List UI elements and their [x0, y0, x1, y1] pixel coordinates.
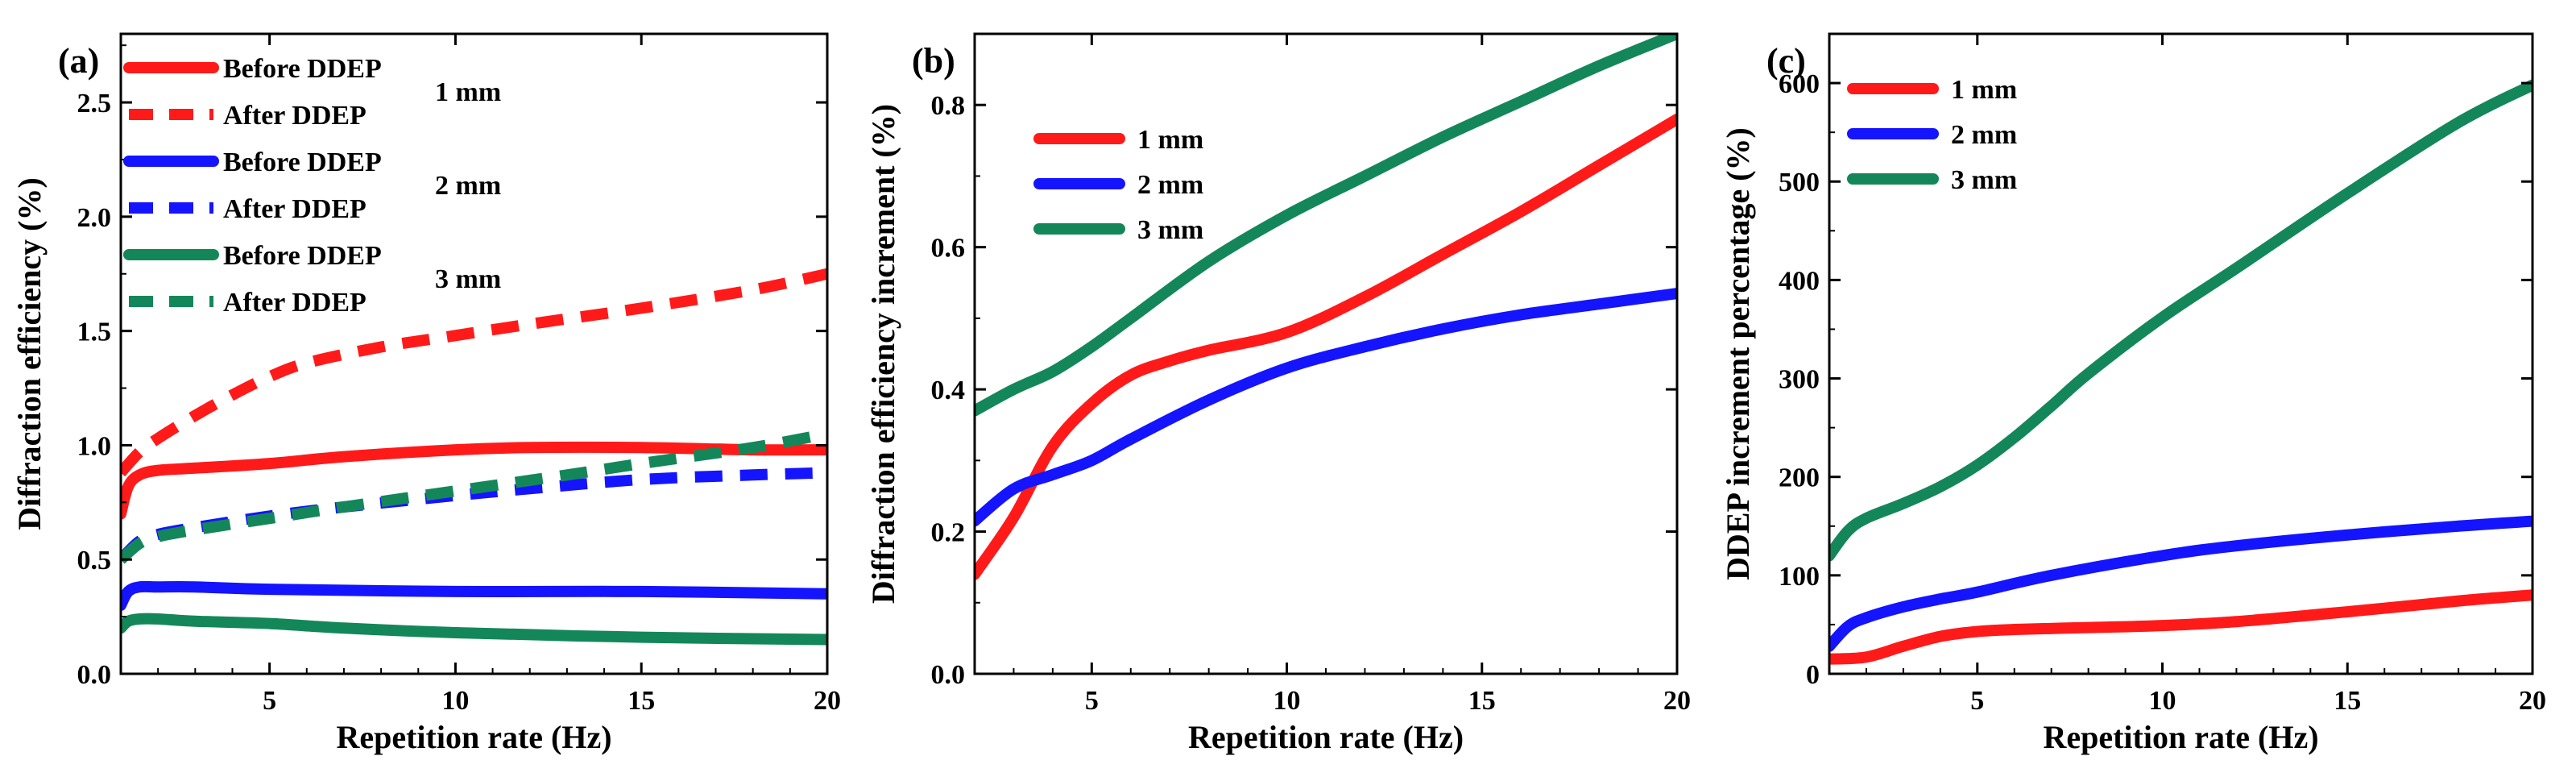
x-tick-label: 15 [627, 686, 655, 716]
legend-label: After DDEP [223, 101, 367, 131]
y-tick-label: 300 [1779, 365, 1820, 395]
legend-label: Before DDEP [223, 241, 382, 271]
legend-label: 1 mm [1137, 125, 1203, 155]
y-axis-label: Diffraction efficiency increment (%) [865, 104, 901, 604]
legend-group-label: 1 mm [435, 77, 501, 107]
legend-label: 3 mm [1951, 165, 2017, 195]
legend-label: 2 mm [1951, 120, 2017, 150]
series-line-3-mm [1829, 79, 2533, 562]
y-tick-label: 400 [1779, 266, 1820, 296]
x-tick-label: 15 [1468, 686, 1496, 716]
panel-label: (c) [1766, 41, 1806, 81]
y-tick-label: 0 [1806, 660, 1820, 690]
x-tick-label: 10 [441, 686, 469, 716]
y-tick-label: 600 [1779, 69, 1820, 99]
y-tick-label: 0.4 [931, 376, 966, 405]
legend-label: 1 mm [1951, 75, 2017, 105]
y-tick-label: 200 [1779, 463, 1820, 493]
legend: 1 mm 2 mm 3 mm [1033, 125, 1203, 245]
y-tick-label: 0.5 [77, 546, 112, 575]
y-axis-label: Diffraction efficiency (%) [11, 177, 48, 530]
plot-frame [1828, 32, 2534, 675]
legend-label: After DDEP [223, 194, 367, 224]
legend-label: After DDEP [223, 288, 367, 318]
y-axis-label: DDEP increment percentage (%) [1720, 127, 1756, 580]
plot-frame [119, 32, 829, 675]
chart-panel-b: 5 10 15 20 0.0 0.2 0.4 0.6 0.8 Repetition rate (H… [865, 32, 1691, 755]
y-tick-label: 2.0 [77, 203, 112, 233]
y-tick-label: 1.5 [77, 318, 112, 347]
x-axis-label: Repetition rate (Hz) [336, 719, 611, 755]
x-tick-label: 20 [2519, 686, 2546, 716]
panel-label: (a) [58, 41, 99, 81]
x-axis-label: Repetition rate (Hz) [2043, 719, 2318, 755]
series-line-before-ddep-1-mm [121, 441, 827, 520]
series-group [121, 268, 827, 646]
x-axis-label: Repetition rate (Hz) [1188, 719, 1464, 755]
x-tick-label: 5 [1970, 686, 1984, 716]
y-tick-label: 0.8 [931, 91, 966, 121]
series-line-before-ddep-2-mm [121, 580, 827, 611]
series-line-2-mm [975, 288, 1677, 527]
legend-label: 2 mm [1137, 170, 1203, 200]
y-tick-label: 500 [1779, 168, 1820, 197]
panel-label: (b) [912, 41, 955, 81]
x-tick-label: 20 [1663, 686, 1691, 716]
y-tick-label: 0.2 [931, 518, 966, 548]
chart-panel-a: 5 10 15 20 0.0 0.5 1.0 1.5 2.0 2.5 Repetition rate… [11, 32, 841, 755]
x-tick-label: 10 [1274, 686, 1301, 716]
series-line-2-mm [1829, 515, 2533, 652]
legend-label: Before DDEP [223, 147, 382, 177]
legend-label: Before DDEP [223, 54, 382, 84]
series-line-1-mm [975, 113, 1677, 580]
legend-group-label: 2 mm [435, 171, 501, 201]
series-line-3-mm [975, 34, 1677, 417]
y-tick-label: 1.0 [77, 431, 112, 461]
legend: 1 mm 2 mm 3 mm [1847, 75, 2017, 195]
y-tick-label: 2.5 [77, 89, 112, 118]
series-line-after-ddep-1-mm [121, 268, 827, 477]
series-group [975, 34, 1677, 580]
y-tick-label: 100 [1779, 562, 1820, 592]
x-tick-label: 10 [2149, 686, 2176, 716]
x-tick-label: 15 [2334, 686, 2361, 716]
legend-label: 3 mm [1137, 215, 1203, 245]
series-line-before-ddep-3-mm [121, 613, 827, 646]
series-line-after-ddep-3-mm [121, 428, 827, 564]
y-tick-label: 0.6 [931, 234, 966, 264]
y-tick-label: 0.0 [77, 660, 112, 690]
legend-group-label: 3 mm [435, 264, 501, 294]
x-tick-label: 20 [814, 686, 841, 716]
series-group [1829, 79, 2533, 665]
legend: Before DDEP After DDEP Before DDEP After DD… [123, 54, 501, 318]
x-tick-label: 5 [263, 686, 276, 716]
series-line-1-mm [1829, 589, 2533, 665]
x-tick-label: 5 [1085, 686, 1099, 716]
y-tick-label: 0.0 [931, 660, 966, 690]
